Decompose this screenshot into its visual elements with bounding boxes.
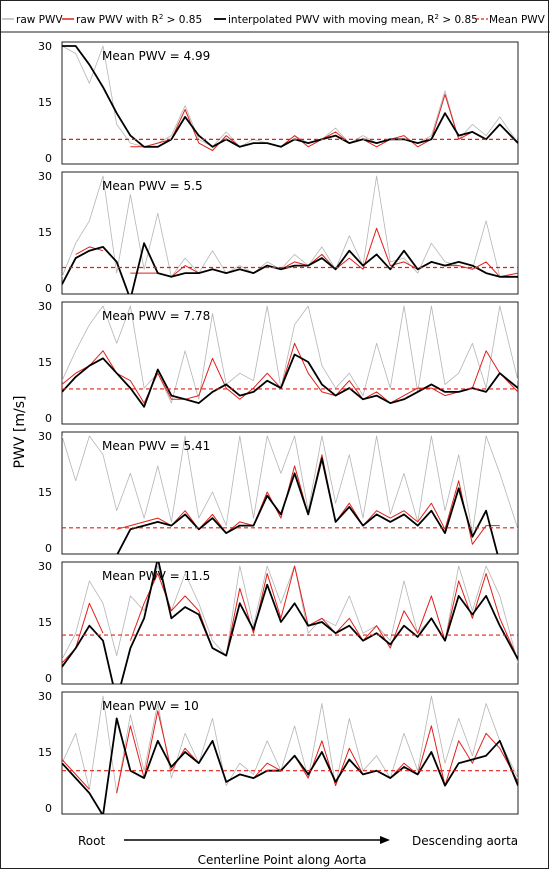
y-tick-label: 30: [38, 560, 52, 573]
y-tick-label: 30: [38, 170, 52, 183]
series-line-3: [62, 562, 518, 684]
panel-frame: [61, 691, 519, 815]
y-tick-label: 0: [45, 152, 52, 165]
mean-annotation: Mean PWV = 4.99: [102, 49, 210, 63]
series-line-1: [62, 435, 518, 534]
y-tick-label: 30: [38, 430, 52, 443]
panel-4: 0 15 30 Mean PWV = 5.41: [38, 430, 519, 555]
y-tick-label: 30: [38, 300, 52, 313]
mean-annotation: Mean PWV = 7.78: [102, 309, 210, 323]
x-axis-label: Centerline Point along Aorta: [198, 853, 367, 867]
series-line-3: [116, 457, 499, 554]
arrow-end-label: Descending aorta: [412, 834, 518, 848]
panel-6: 0 15 30 Mean PWV = 10: [38, 690, 519, 815]
panel-2: 0 15 30 Mean PWV = 5.5: [38, 170, 519, 295]
y-tick-label: 0: [45, 282, 52, 295]
mean-annotation: Mean PWV = 5.5: [102, 179, 203, 193]
series-line-2: [62, 710, 518, 794]
y-tick-label: 15: [38, 226, 52, 239]
mean-annotation: Mean PWV = 11.5: [102, 569, 210, 583]
series-line-2: [116, 454, 500, 545]
y-axis-label: PWV [m/s]: [12, 396, 28, 469]
series-line-1: [62, 305, 518, 404]
series-line-3: [62, 353, 518, 408]
series-line-3: [62, 717, 518, 814]
y-tick-label: 15: [38, 356, 52, 369]
mean-annotation: Mean PWV = 10: [102, 699, 199, 713]
legend-raw-label: raw PWV: [16, 14, 63, 26]
series-line-3: [62, 242, 518, 294]
series-line-1: [62, 695, 518, 794]
legend-mean-label: Mean PWV: [489, 14, 546, 26]
series-line-2: [62, 342, 518, 404]
panel-frame: [61, 431, 519, 555]
y-tick-label: 15: [38, 616, 52, 629]
panel-frame: [61, 301, 519, 425]
panel-frame: [61, 561, 519, 685]
y-tick-label: 30: [38, 40, 52, 53]
series-line-2: [75, 227, 518, 278]
y-tick-label: 30: [38, 690, 52, 703]
y-tick-label: 0: [45, 802, 52, 815]
series-line-2: [62, 565, 518, 664]
y-tick-label: 15: [38, 486, 52, 499]
y-tick-label: 0: [45, 542, 52, 555]
legend-smooth-label: interpolated PWV with moving mean, R2 > …: [228, 13, 478, 26]
y-tick-label: 0: [45, 412, 52, 425]
arrow-start-label: Root: [78, 834, 105, 848]
panel-frame: [61, 171, 519, 295]
panel-frame: [61, 41, 519, 165]
series-line-1: [62, 175, 518, 278]
y-tick-label: 15: [38, 96, 52, 109]
y-tick-label: 0: [45, 672, 52, 685]
direction-arrowhead: [380, 836, 390, 844]
legend-filtered-label: raw PWV with R2 > 0.85: [76, 13, 202, 26]
panel-3: 0 15 30 Mean PWV = 7.78: [38, 300, 519, 425]
panel-5: 0 15 30 Mean PWV = 11.5: [38, 560, 519, 685]
panel-1: 0 15 30 Mean PWV = 4.99: [38, 40, 519, 165]
mean-annotation: Mean PWV = 5.41: [102, 439, 210, 453]
y-tick-label: 15: [38, 746, 52, 759]
series-line-3: [62, 45, 518, 148]
legend: raw PWV raw PWV with R2 > 0.85 interpola…: [2, 13, 546, 26]
